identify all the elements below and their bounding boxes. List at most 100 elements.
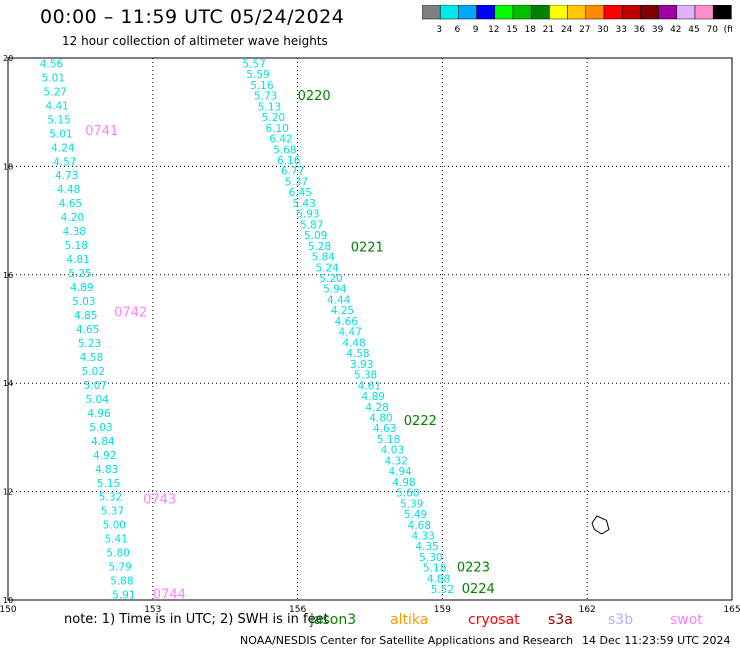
colorbar-label: 42 — [670, 25, 681, 35]
wave-height-label: 5.03 — [72, 296, 95, 308]
wave-height-label: 5.59 — [246, 69, 269, 81]
satellite-legend-s3b: s3b — [608, 612, 634, 628]
wave-height-label: 4.65 — [59, 198, 82, 210]
colorbar-label: 9 — [473, 25, 479, 35]
wave-height-label: 6.42 — [269, 134, 292, 146]
wave-height-label: 4.81 — [66, 254, 89, 266]
wave-height-label: 4.44 — [327, 294, 351, 306]
wave-height-label: 4.20 — [61, 212, 84, 224]
wave-height-label: 5.94 — [323, 284, 347, 296]
y-tick-label: 16 — [3, 271, 13, 280]
colorbar-label: 45 — [688, 25, 699, 35]
chart-subtitle: 12 hour collection of altimeter wave hei… — [62, 34, 328, 48]
wave-height-label: 5.37 — [285, 176, 308, 188]
colorbar-label: 70 — [706, 25, 718, 35]
wave-height-label: 5.73 — [254, 91, 277, 103]
wave-height-label: 5.91 — [112, 590, 135, 602]
wave-height-label: 5.01 — [49, 128, 72, 140]
satellite-legend-jason3: jason3 — [310, 612, 357, 628]
footer-timestamp: 14 Dec 11:23:59 UTC 2024 — [582, 634, 731, 647]
wave-height-label: 5.18 — [423, 563, 446, 575]
y-tick-label: 14 — [3, 379, 13, 388]
wave-height-label: 4.89 — [70, 282, 93, 294]
wave-height-label: 5.07 — [84, 380, 107, 392]
satellite-legend-swot: swot — [670, 612, 703, 628]
wave-height-label: 5.93 — [296, 209, 319, 221]
wave-height-label: 5.80 — [106, 548, 129, 560]
wave-height-label: 5.30 — [419, 552, 442, 564]
wave-height-label: 4.94 — [388, 466, 412, 478]
wave-height-label: 5.27 — [44, 86, 67, 98]
wave-height-label: 4.92 — [93, 450, 116, 462]
wave-height-label: 5.52 — [431, 584, 454, 596]
colorbar-label: 21 — [543, 25, 554, 35]
island-outline — [591, 515, 610, 535]
colorbar-label: 6 — [455, 25, 461, 35]
wave-height-label: 4.35 — [415, 541, 438, 553]
wave-height-label: 5.37 — [101, 506, 124, 518]
wave-height-label: 4.80 — [369, 412, 392, 424]
wave-height-label: 4.25 — [331, 305, 354, 317]
wave-height-label: 5.88 — [110, 576, 133, 588]
wave-height-label: 4.28 — [365, 402, 388, 414]
x-tick-label: 153 — [144, 605, 161, 615]
pass-number-label: 0220 — [298, 89, 331, 104]
wave-height-label: 5.20 — [319, 273, 342, 285]
wave-height-label: 5.49 — [404, 509, 427, 521]
colorbar-label: 36 — [634, 25, 646, 35]
wave-height-label: 5.00 — [103, 520, 126, 532]
wave-height-label: 6.45 — [289, 187, 312, 199]
wave-height-label: 5.28 — [308, 241, 331, 253]
wave-height-label: 5.79 — [108, 562, 131, 574]
wave-height-label: 4.66 — [335, 316, 359, 328]
wave-height-label: 5.60 — [396, 488, 419, 500]
wave-height-label: 5.68 — [273, 144, 296, 156]
wave-height-label: 4.83 — [95, 464, 118, 476]
pass-number-label: 0223 — [457, 560, 490, 575]
wave-height-label: 5.09 — [304, 230, 327, 242]
colorbar-label: 12 — [488, 25, 499, 35]
pass-number-label: 0741 — [85, 124, 118, 139]
wave-height-label: 4.85 — [74, 310, 97, 322]
wave-height-label: 5.39 — [400, 498, 423, 510]
wave-height-label: 4.63 — [373, 423, 396, 435]
wave-height-label: 5.18 — [377, 434, 400, 446]
footer-note: note: 1) Time is in UTC; 2) SWH is in fe… — [64, 612, 329, 627]
wave-height-label: 4.47 — [339, 327, 362, 339]
x-tick-label: 162 — [579, 605, 596, 615]
wave-height-label: 4.89 — [362, 391, 385, 403]
wave-height-label: 5.57 — [242, 58, 265, 70]
wave-height-label: 6.16 — [277, 155, 301, 167]
x-tick-label: 165 — [723, 605, 740, 615]
pass-number-label: 0222 — [404, 414, 437, 429]
wave-height-label: 6.77 — [281, 166, 304, 178]
wave-height-label: 5.04 — [85, 394, 109, 406]
wave-height-label: 5.25 — [68, 268, 91, 280]
y-tick-label: 12 — [3, 488, 13, 497]
wave-height-label: 5.23 — [78, 338, 101, 350]
colorbar-label: 33 — [615, 25, 626, 35]
wave-height-label: 4.56 — [40, 58, 64, 70]
y-tick-label: 20 — [3, 54, 13, 63]
wave-height-label: 4.65 — [76, 324, 99, 336]
wave-height-label: 5.24 — [315, 262, 339, 274]
colorbar-label: 3 — [436, 25, 442, 35]
x-tick-label: 159 — [434, 605, 451, 615]
wave-height-label: 4.68 — [408, 520, 431, 532]
plot-frame — [7, 57, 733, 601]
wave-height-label: 5.16 — [250, 80, 274, 92]
wave-height-label: 4.98 — [392, 477, 415, 489]
x-tick-label: 156 — [289, 605, 306, 615]
wave-height-label: 4.24 — [51, 142, 75, 154]
wave-height-label: 5.18 — [65, 240, 88, 252]
pass-number-label: 0221 — [351, 241, 384, 256]
y-tick-label: 10 — [3, 596, 13, 605]
wave-height-label: 5.84 — [312, 252, 336, 264]
colorbar-label: 39 — [652, 25, 664, 35]
pass-number-label: 0744 — [153, 588, 186, 603]
wave-height-label: 5.13 — [258, 101, 281, 113]
wave-height-label: 5.01 — [42, 72, 65, 84]
wave-height-label: 4.58 — [346, 348, 369, 360]
